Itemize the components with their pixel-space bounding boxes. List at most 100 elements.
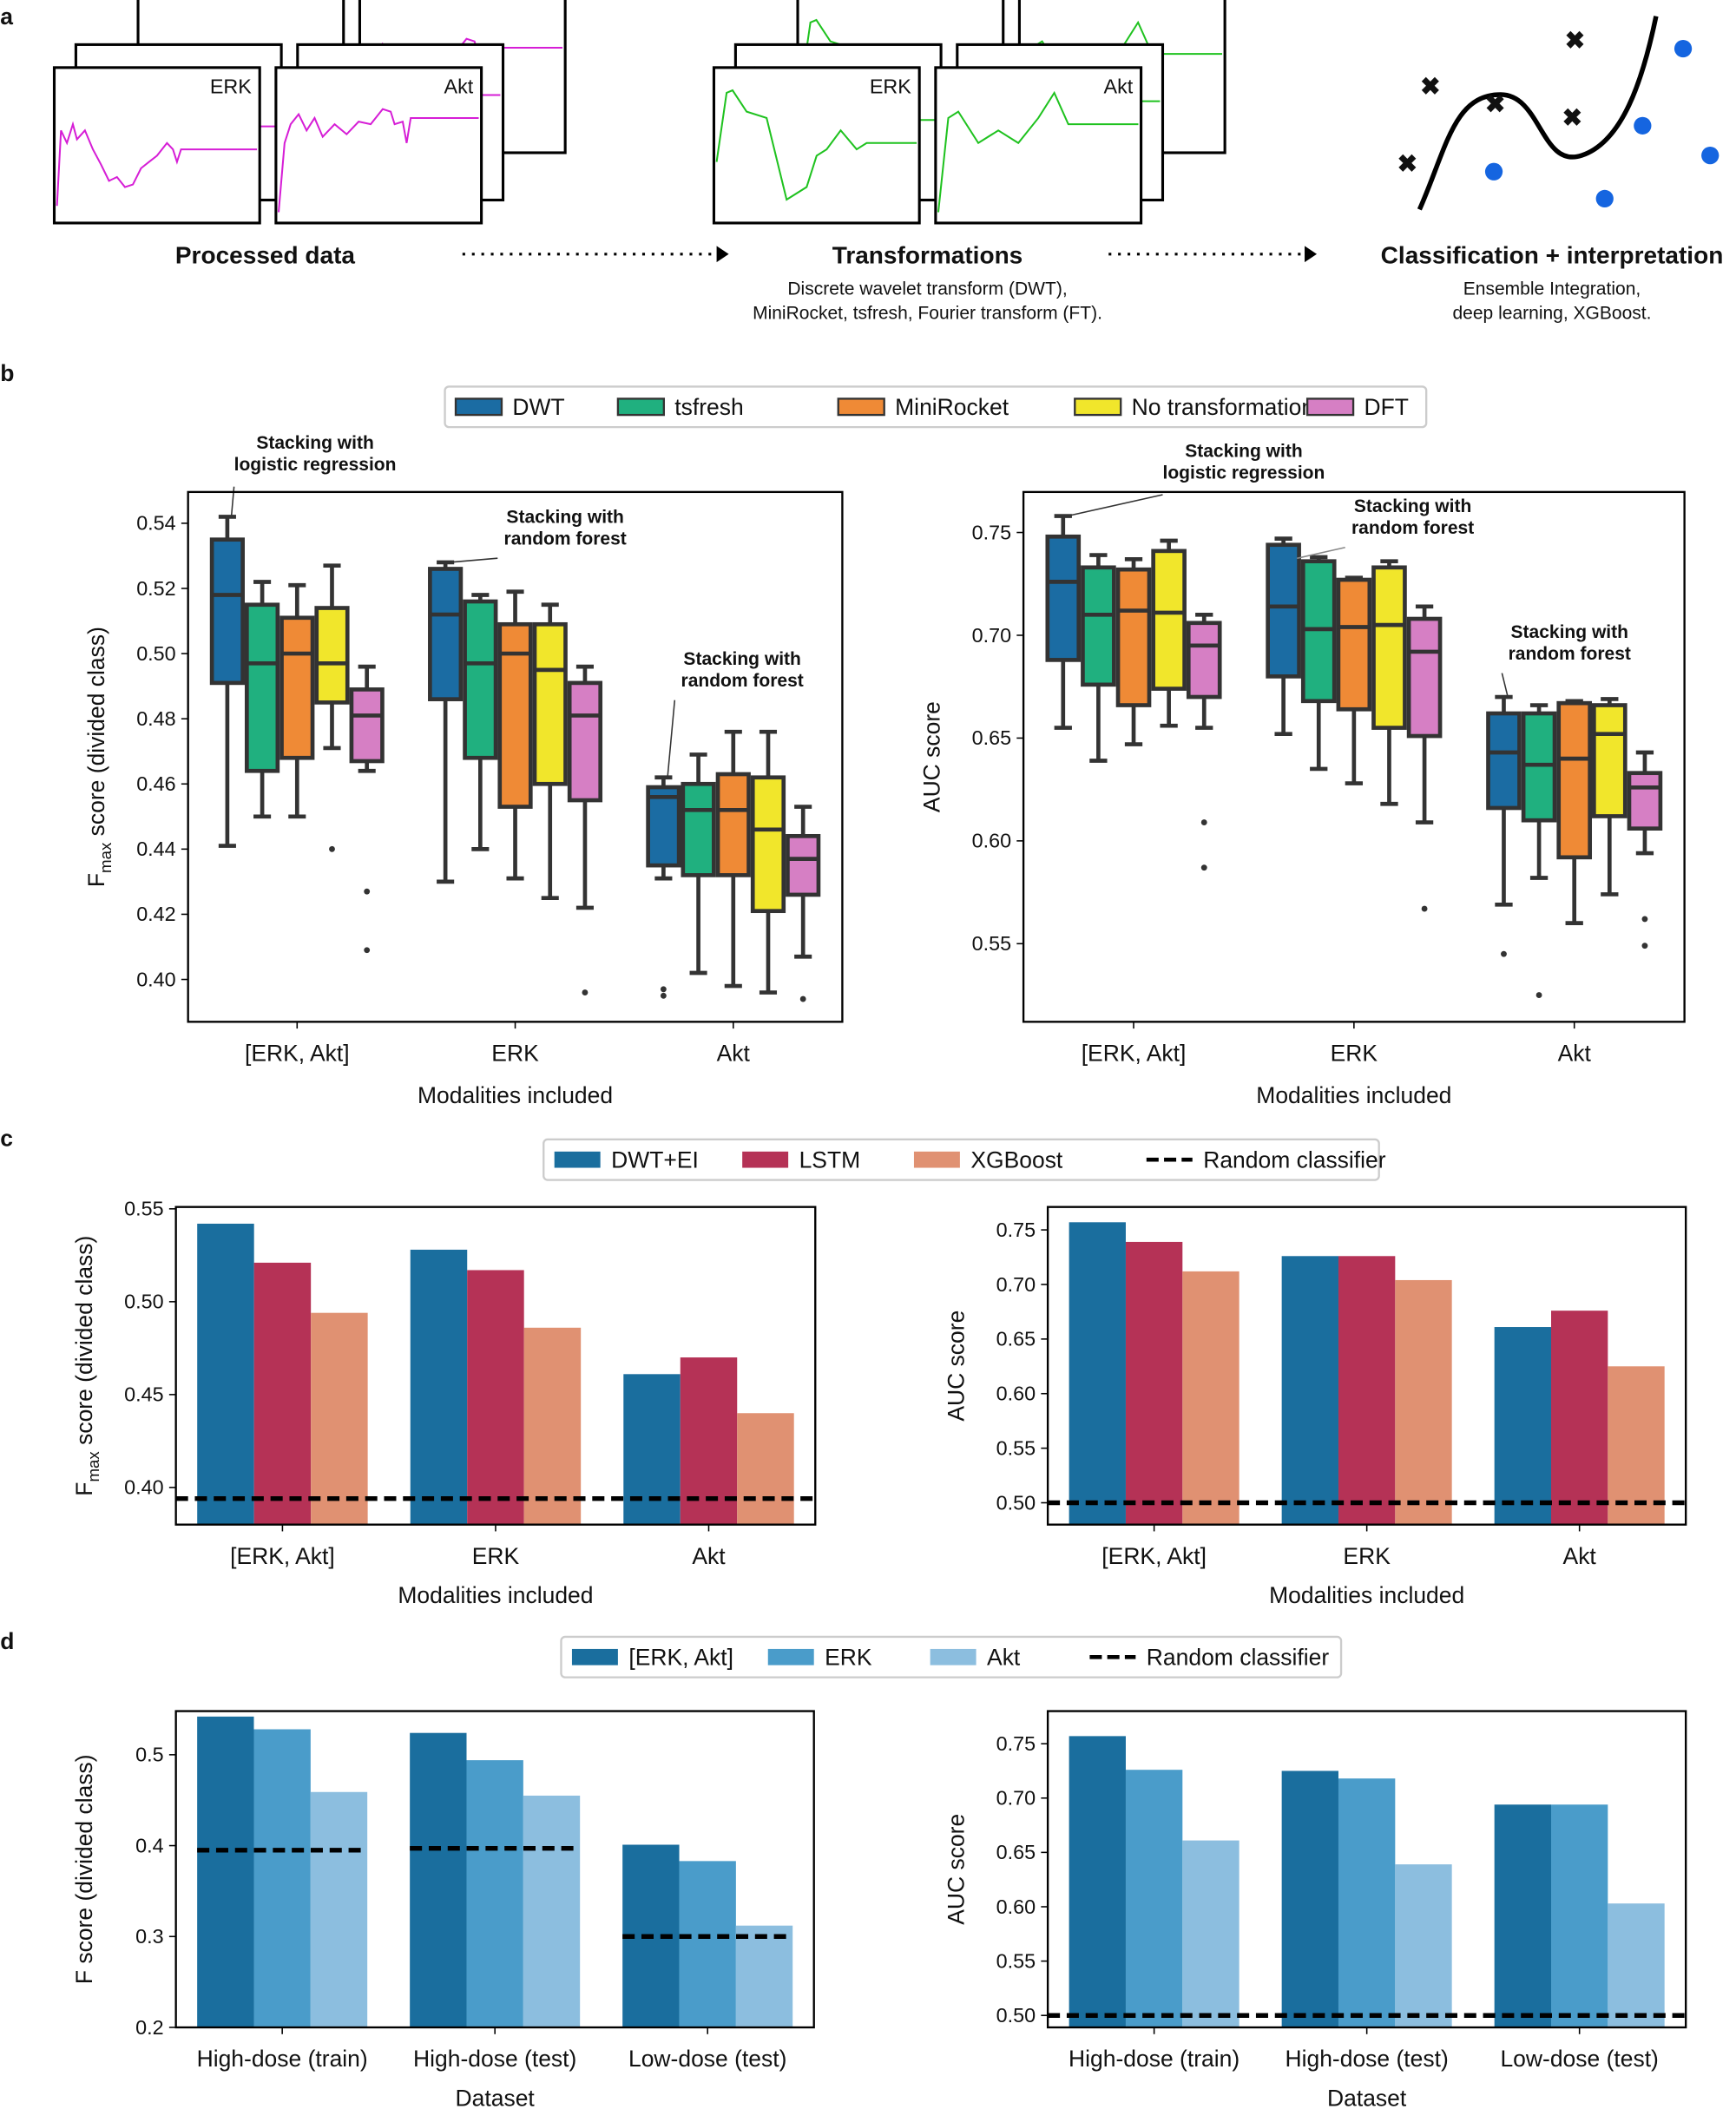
y-tick-label: 0.50 bbox=[996, 1491, 1036, 1514]
legend-b-label: DFT bbox=[1364, 394, 1409, 420]
outlier-point bbox=[1200, 864, 1207, 871]
decision-boundary-curve bbox=[1417, 16, 1659, 211]
x-tick-label: Low-dose (test) bbox=[628, 2046, 786, 2072]
annotation-leader-line bbox=[1501, 673, 1509, 698]
legend-c-label: DWT+EI bbox=[611, 1147, 699, 1173]
bar-lstm bbox=[1125, 1241, 1183, 1525]
y-tick-label: 0.65 bbox=[972, 726, 1011, 749]
box-iqr bbox=[279, 615, 315, 760]
box-iqr bbox=[1266, 542, 1301, 679]
outlier-point bbox=[1641, 916, 1648, 923]
outlier-point bbox=[1200, 819, 1207, 825]
panel-a-schematic: ERK Akt ERK Akt ✖ ✖ ✖ ✖ ✖ Processed data Transform… bbox=[52, 0, 1724, 324]
box-dwt bbox=[1266, 536, 1301, 737]
annotation-text: Stacking with bbox=[256, 433, 373, 453]
bar--erk-akt- bbox=[410, 1732, 467, 2027]
step-title: Transformations bbox=[832, 242, 1023, 269]
legend-b-swatch bbox=[837, 397, 885, 417]
outlier-point bbox=[582, 989, 589, 995]
box-iqr bbox=[567, 680, 603, 803]
box-no-transformation bbox=[314, 563, 350, 852]
bar-erk bbox=[1551, 1804, 1608, 2027]
box-iqr bbox=[1486, 711, 1522, 811]
x-axis-label: Modalities included bbox=[1269, 1582, 1464, 1608]
box-iqr bbox=[1556, 700, 1593, 860]
box-dft bbox=[567, 664, 603, 995]
bar--erk-akt- bbox=[1281, 1771, 1338, 2027]
legend-b-swatch bbox=[454, 397, 503, 417]
chart-d-right: 0.50 0.55 0.60 0.65 0.70 0.75 High-dose (train… bbox=[944, 1710, 1687, 2111]
box-tsfresh bbox=[681, 752, 716, 976]
class-x-marker-icon: ✖ bbox=[1420, 73, 1440, 100]
box-iqr bbox=[1627, 771, 1663, 831]
transformed-frame-erk bbox=[712, 66, 921, 225]
box-no-transformation bbox=[1371, 559, 1407, 806]
transformed-signal-erk bbox=[715, 89, 917, 201]
processed-frame-erk bbox=[52, 66, 261, 225]
y-axis-label-main: F bbox=[83, 873, 109, 887]
box-iqr bbox=[1592, 703, 1628, 818]
bar-dwt+ei bbox=[1281, 1256, 1338, 1525]
legend-b-label: DWT bbox=[512, 394, 564, 420]
legend-c-swatch bbox=[742, 1151, 789, 1168]
y-tick-label: 0.70 bbox=[996, 1273, 1036, 1296]
y-tick-label: 0.3 bbox=[135, 1925, 163, 1948]
annotation-leader-line bbox=[667, 700, 676, 778]
legend-c-label: XGBoost bbox=[970, 1147, 1063, 1173]
step-subtitle: MiniRocket, tsfresh, Fourier transform (… bbox=[753, 304, 1102, 324]
y-tick-label: 0.40 bbox=[136, 968, 175, 990]
bar-erk bbox=[1125, 1770, 1183, 2027]
box-iqr bbox=[1521, 711, 1557, 823]
class-dot-marker-icon bbox=[1595, 189, 1614, 208]
class-dot-marker-icon bbox=[1674, 39, 1693, 58]
x-tick-label: Akt bbox=[1558, 1041, 1592, 1067]
bar-xgboost bbox=[1182, 1271, 1240, 1525]
box-dft bbox=[1406, 604, 1443, 912]
class-dot-marker-icon bbox=[1634, 116, 1652, 135]
y-tick-label: 0.46 bbox=[136, 772, 175, 795]
box-dft bbox=[1186, 612, 1222, 871]
step-title: Classification + interpretation bbox=[1381, 242, 1724, 269]
box-dwt bbox=[1486, 694, 1522, 957]
box-tsfresh bbox=[1300, 555, 1337, 772]
bar-lstm bbox=[253, 1262, 312, 1525]
chart-b-left: 0.40 0.42 0.44 0.46 0.48 0.50 0.52 0.54 [ERK, Ak… bbox=[83, 433, 844, 1108]
box-iqr bbox=[1186, 621, 1222, 700]
x-tick-label: High-dose (test) bbox=[1286, 2046, 1449, 2072]
legend-c-swatch bbox=[913, 1151, 960, 1168]
processed-label-akt: Akt bbox=[444, 75, 474, 97]
x-tick-label: [ERK, Akt] bbox=[1082, 1041, 1187, 1067]
bar-dwt+ei bbox=[1069, 1222, 1126, 1525]
box-dft bbox=[786, 805, 821, 1002]
y-tick-label: 0.40 bbox=[124, 1476, 163, 1499]
y-tick-label: 0.60 bbox=[996, 1383, 1036, 1405]
box-iqr bbox=[715, 772, 751, 877]
y-axis-label: AUC score bbox=[944, 1814, 970, 1925]
box-minirocket bbox=[1556, 699, 1593, 925]
legend-b-swatch bbox=[1305, 397, 1355, 417]
plot-frame bbox=[174, 1206, 817, 1526]
bar-dwt+ei bbox=[1494, 1327, 1552, 1525]
transformed-label-erk: ERK bbox=[870, 75, 911, 97]
processed-frame-akt bbox=[274, 66, 483, 225]
y-tick-label: 0.55 bbox=[996, 1949, 1036, 1972]
x-tick-label: [ERK, Akt] bbox=[245, 1041, 350, 1067]
processed-signal-erk bbox=[56, 121, 258, 207]
x-tick-label: ERK bbox=[472, 1543, 520, 1569]
box-tsfresh bbox=[1081, 553, 1116, 763]
legend-b-swatch bbox=[1074, 397, 1122, 417]
bar-xgboost bbox=[737, 1413, 794, 1525]
y-axis-label: AUC score bbox=[944, 1311, 970, 1422]
box-no-transformation bbox=[1151, 538, 1187, 728]
legend-c-label: Random classifier bbox=[1203, 1147, 1386, 1173]
box-iqr bbox=[681, 781, 716, 877]
box-iqr bbox=[349, 687, 385, 764]
x-axis-label: Modalities included bbox=[398, 1582, 593, 1608]
box-dwt bbox=[646, 775, 681, 999]
legend-d-label: Random classifier bbox=[1147, 1645, 1330, 1671]
bar-akt bbox=[735, 1925, 793, 2027]
legend-d-label: Akt bbox=[987, 1645, 1021, 1671]
y-axis-label-main: F bbox=[71, 1482, 97, 1496]
legend-b-label: MiniRocket bbox=[895, 394, 1009, 420]
y-tick-label: 0.50 bbox=[996, 2004, 1036, 2027]
